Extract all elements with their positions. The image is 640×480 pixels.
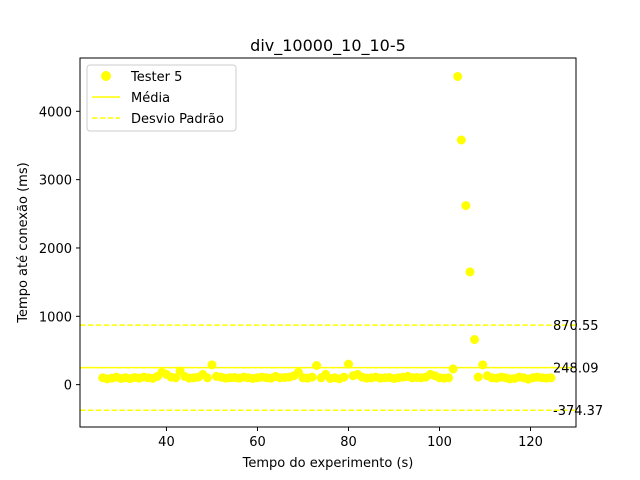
x-tick-label: 40	[158, 435, 175, 450]
y-tick-label: 4000	[39, 105, 72, 120]
data-point	[456, 135, 466, 145]
data-point	[546, 373, 556, 383]
y-tick-label: 2000	[39, 242, 72, 257]
data-point	[444, 373, 454, 383]
legend-mean-label: Média	[131, 91, 170, 106]
reference-label-std-lower: -374.37	[553, 404, 603, 419]
y-tick-label: 1000	[39, 310, 72, 325]
x-tick-label: 120	[518, 435, 543, 450]
x-tick-label: 80	[340, 435, 357, 450]
data-point	[312, 361, 322, 370]
y-tick-label: 3000	[39, 174, 72, 189]
y-axis-label: Tempo até conexão (ms)	[16, 162, 31, 323]
x-axis-label: Tempo do experimento (s)	[242, 456, 414, 471]
data-point	[461, 201, 471, 211]
axes-frame	[79, 57, 577, 428]
x-tick-label: 60	[249, 435, 266, 450]
legend-std-label: Desvio Padrão	[131, 112, 224, 127]
x-tick-label: 100	[427, 435, 452, 450]
reference-label-std-upper: 870.55	[553, 319, 599, 334]
data-point	[470, 335, 480, 345]
data-point	[473, 372, 483, 382]
data-point	[465, 267, 475, 277]
x-axis: 40 60 80 100 120	[158, 427, 543, 450]
data-point	[339, 372, 349, 382]
legend-scatter-marker	[101, 71, 111, 81]
reference-label-mean: 248.09	[553, 362, 599, 377]
data-point	[207, 360, 217, 370]
plot-area	[80, 71, 576, 411]
y-tick-label: 0	[64, 379, 72, 394]
legend: Tester 5 Média Desvio Padrão	[86, 64, 237, 132]
data-point	[307, 372, 317, 382]
data-point	[478, 360, 488, 370]
data-point	[448, 364, 458, 374]
chart-title: div_10000_10_10-5	[250, 36, 406, 56]
legend-box	[86, 64, 237, 132]
data-point	[202, 373, 212, 383]
data-point	[343, 359, 353, 369]
y-axis: 0 1000 2000 3000 4000	[39, 105, 80, 394]
legend-scatter-label: Tester 5	[130, 70, 182, 85]
data-point	[453, 71, 463, 81]
data-point	[171, 373, 181, 383]
